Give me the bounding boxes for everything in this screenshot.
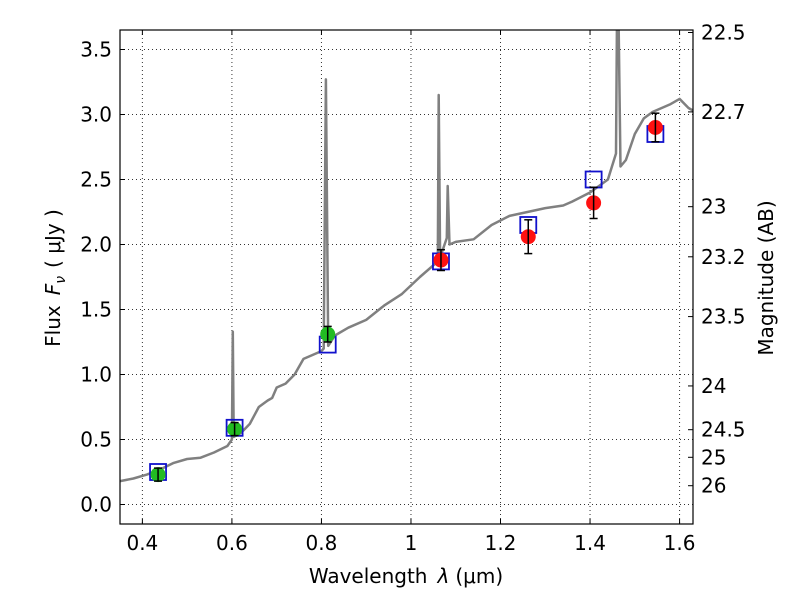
mag-tick-label: 23.2: [701, 245, 746, 269]
y-tick-label: 1.5: [80, 298, 112, 322]
x-tick-label: 1.4: [574, 531, 606, 555]
y-tick-label: 3.0: [80, 103, 112, 127]
mag-tick-label: 25: [701, 445, 726, 469]
mag-tick-label: 23.5: [701, 305, 746, 329]
mag-tick-label: 22.7: [701, 100, 746, 124]
y-tick-label: 1.0: [80, 363, 112, 387]
magnitude-axis-label: Magnitude (AB): [754, 200, 778, 355]
x-tick-label: 0.8: [306, 531, 338, 555]
y-tick-label: 0.0: [80, 493, 112, 517]
x-tick-label: 1: [405, 531, 418, 555]
x-axis-label: Wavelength λ (μm): [309, 564, 503, 588]
x-tick-label: 1.6: [664, 531, 696, 555]
y-tick-label: 3.5: [80, 38, 112, 62]
y-tick-label: 2.5: [80, 168, 112, 192]
mag-tick-label: 23: [701, 195, 726, 219]
x-tick-label: 0.6: [216, 531, 248, 555]
x-tick-label: 0.4: [126, 531, 158, 555]
mag-tick-label: 24.5: [701, 418, 746, 442]
y-axis-label: FluxFν( μJy ): [41, 209, 69, 347]
x-tick-label: 1.2: [485, 531, 517, 555]
grid: [120, 30, 693, 524]
y-tick-label: 0.5: [80, 428, 112, 452]
marker-layer: [149, 112, 665, 483]
y-tick-label: 2.0: [80, 233, 112, 257]
spectrum-layer: [120, 30, 693, 483]
plot-frame: [119, 29, 694, 525]
mag-tick-label: 22.5: [701, 20, 746, 44]
tick-layer: 0.4 0.6 0.8 1 1.2 1.4 1.6 0.0 0.5 1.0 1.5 2.0 2.5 3.0…: [80, 20, 745, 555]
spectrum-line: [120, 30, 693, 483]
mag-tick-label: 26: [701, 474, 726, 498]
mag-tick-label: 24: [701, 374, 726, 398]
